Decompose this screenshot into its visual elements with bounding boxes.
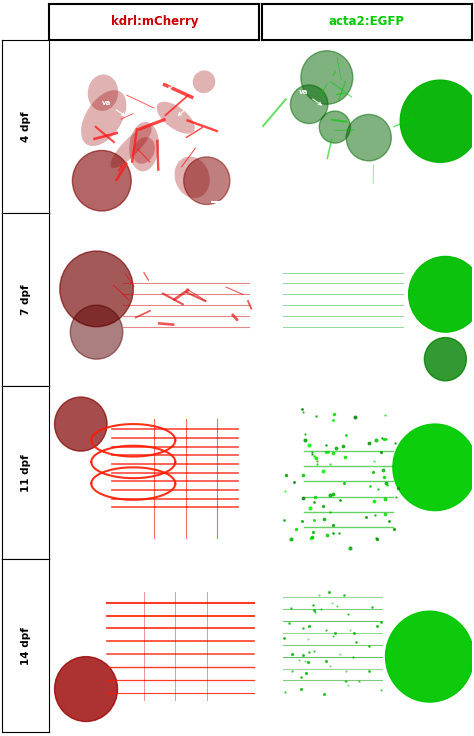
Text: F: F — [267, 395, 274, 405]
Circle shape — [385, 611, 474, 702]
Circle shape — [60, 251, 133, 327]
Circle shape — [73, 150, 131, 211]
Circle shape — [424, 338, 466, 381]
Text: aaa: aaa — [365, 54, 400, 76]
Text: kdrl:mCherry: kdrl:mCherry — [110, 15, 198, 29]
Text: G: G — [55, 568, 64, 578]
Circle shape — [301, 51, 353, 105]
Text: 11 dpf: 11 dpf — [21, 454, 31, 492]
Ellipse shape — [88, 74, 118, 111]
Text: 4 dpf: 4 dpf — [21, 111, 31, 142]
Circle shape — [55, 657, 118, 721]
Circle shape — [319, 111, 350, 143]
Text: 14 dpf: 14 dpf — [21, 627, 31, 665]
Text: A: A — [55, 49, 63, 59]
Text: H: H — [267, 568, 276, 578]
Ellipse shape — [174, 157, 210, 198]
Text: D: D — [267, 222, 276, 232]
Ellipse shape — [193, 71, 215, 93]
Circle shape — [409, 256, 474, 332]
Text: va: va — [102, 100, 125, 116]
Ellipse shape — [110, 126, 152, 168]
Text: va: va — [299, 89, 321, 105]
Ellipse shape — [157, 102, 195, 134]
Text: E: E — [55, 395, 62, 405]
Text: ba: ba — [178, 95, 204, 116]
Ellipse shape — [81, 90, 127, 146]
Circle shape — [184, 157, 230, 205]
Circle shape — [70, 305, 123, 359]
Text: ba: ba — [378, 87, 406, 108]
Circle shape — [393, 424, 474, 511]
Circle shape — [346, 114, 392, 161]
Ellipse shape — [133, 137, 155, 163]
Circle shape — [291, 85, 328, 124]
Text: aaa: aaa — [168, 68, 200, 90]
Text: 7 dpf: 7 dpf — [21, 284, 31, 315]
Circle shape — [400, 80, 474, 163]
Circle shape — [55, 397, 107, 451]
Text: C: C — [55, 222, 63, 232]
Ellipse shape — [129, 122, 159, 171]
Text: acta2:EGFP: acta2:EGFP — [328, 15, 405, 29]
Text: B: B — [267, 49, 275, 59]
